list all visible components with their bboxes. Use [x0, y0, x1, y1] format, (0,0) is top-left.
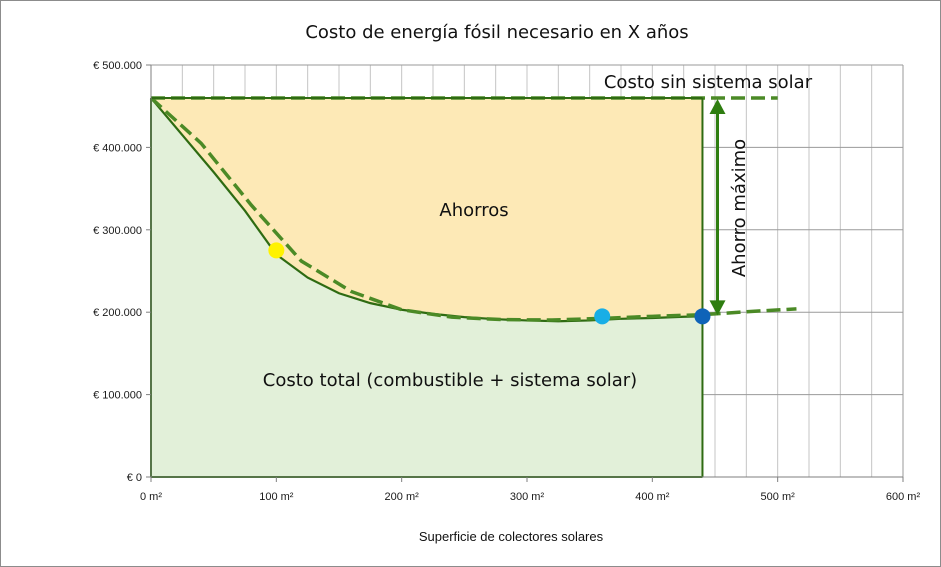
- y-tick-label: € 400.000: [93, 142, 142, 154]
- annotations: Ahorros Costo total (combustible + siste…: [263, 72, 813, 391]
- annotation-ahorros: Ahorros: [439, 200, 508, 221]
- data-point-point-dark-blue: [694, 308, 711, 325]
- annotation-costo-sin: Costo sin sistema solar: [604, 72, 813, 93]
- y-tick-label: € 100.000: [93, 390, 142, 402]
- tick-labels: € 0 € 100.000 € 200.000 € 300.000 € 400.000 €…: [93, 60, 920, 503]
- x-axis-label: Superficie de colectores solares: [419, 529, 604, 544]
- savings-area: [151, 97, 703, 322]
- data-point-point-yellow: [268, 242, 285, 259]
- data-points: [268, 98, 726, 325]
- total-cost-area: [151, 97, 703, 478]
- x-tick-label: 0 m²: [140, 491, 162, 503]
- x-tick-label: 300 m²: [510, 491, 545, 503]
- chart-title: Costo de energía fósil necesario en X añ…: [305, 22, 688, 43]
- areas: [151, 97, 703, 478]
- x-tick-label: 500 m²: [761, 491, 796, 503]
- x-tick-label: 600 m²: [886, 491, 921, 503]
- data-point-point-light-blue: [594, 308, 611, 325]
- y-tick-label: € 200.000: [93, 307, 142, 319]
- x-tick-label: 400 m²: [635, 491, 670, 503]
- x-tick-label: 100 m²: [259, 491, 294, 503]
- y-tick-label: € 500.000: [93, 60, 142, 72]
- y-tick-label: € 0: [127, 472, 142, 484]
- max-savings-arrow-head-down: [709, 300, 726, 316]
- y-tick-label: € 300.000: [93, 225, 142, 237]
- trend-line-dashed: [149, 96, 797, 322]
- max-savings-arrow-head-up: [709, 98, 726, 114]
- annotation-costo-total: Costo total (combustible + sistema solar…: [263, 370, 637, 391]
- x-tick-label: 200 m²: [385, 491, 420, 503]
- annotation-ahorro-maximo: Ahorro máximo: [729, 139, 750, 277]
